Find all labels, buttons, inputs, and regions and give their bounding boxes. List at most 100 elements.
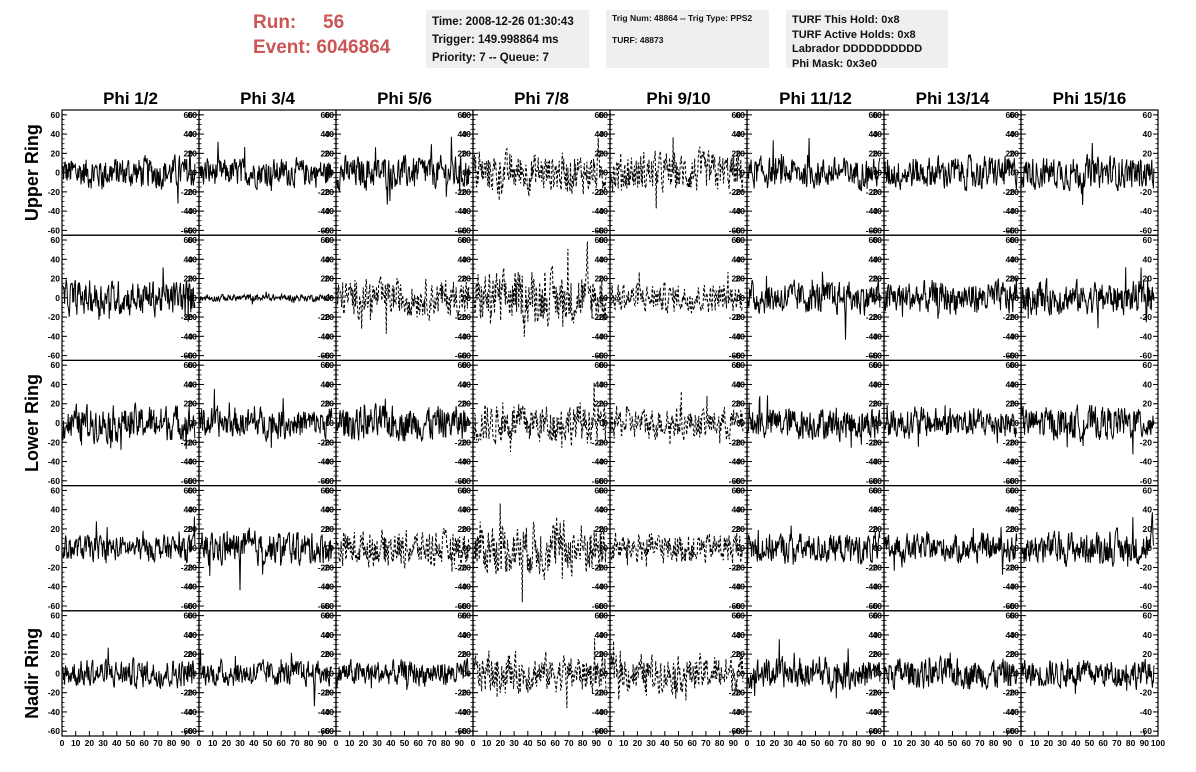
waveform-trace	[883, 277, 1018, 319]
y-tick-label: -60	[455, 726, 468, 736]
turf-this-hold-text: TURF This Hold: 0x8	[792, 14, 900, 26]
y-tick-label: -40	[322, 206, 335, 216]
y-tick-label: -20	[1003, 187, 1016, 197]
y-tick-label: -40	[455, 331, 468, 341]
y-tick-label: -40	[459, 331, 472, 341]
y-tick-label: -20	[1007, 562, 1020, 572]
y-tick-label: -60	[596, 476, 609, 486]
y-tick-label: 40	[1010, 379, 1020, 389]
row-title-3: Lower Ring	[22, 374, 42, 472]
y-tick-label: 60	[736, 611, 746, 621]
y-tick-label: 40	[325, 129, 335, 139]
y-tick-label: 40	[732, 129, 742, 139]
x-tick-label: 40	[523, 738, 533, 748]
y-tick-label: 20	[188, 274, 198, 284]
y-tick-label: -60	[318, 726, 331, 736]
turf-text: TURF: 48873	[612, 35, 664, 45]
y-tick-label: -60	[1003, 225, 1016, 235]
y-tick-label: 20	[736, 148, 746, 158]
waveform-trace	[746, 395, 881, 448]
y-tick-label: -20	[1140, 688, 1153, 698]
y-tick-label: 20	[321, 399, 331, 409]
y-tick-label: -40	[181, 582, 194, 592]
y-tick-label: -40	[870, 582, 883, 592]
x-tick-label: 60	[824, 738, 834, 748]
x-tick-label: 50	[674, 738, 684, 748]
y-tick-label: 0	[1010, 543, 1015, 553]
y-tick-label: -40	[870, 206, 883, 216]
y-tick-label: -40	[729, 331, 742, 341]
waveform-trace	[1020, 512, 1155, 568]
y-tick-label: 40	[1006, 129, 1016, 139]
run-label: Run:	[253, 12, 297, 33]
y-tick-label: 0	[329, 543, 334, 553]
y-tick-label: -20	[1007, 312, 1020, 322]
y-tick-label: 0	[466, 543, 471, 553]
waveform-trace	[1020, 267, 1155, 329]
y-tick-label: 0	[736, 668, 741, 678]
y-tick-label: -40	[866, 582, 879, 592]
y-tick-label: -20	[870, 437, 883, 447]
y-tick-label: -20	[48, 312, 61, 322]
y-tick-label: -60	[181, 726, 194, 736]
y-tick-label: -40	[322, 582, 335, 592]
waveform-trace	[472, 241, 607, 337]
y-tick-label: -20	[48, 688, 61, 698]
waveform-trace	[472, 382, 607, 453]
waveform-trace	[198, 388, 333, 448]
y-tick-label: -40	[596, 707, 609, 717]
y-tick-label: -40	[866, 707, 879, 717]
waveform-trace	[198, 291, 333, 305]
waveform-trace	[335, 658, 470, 690]
y-tick-label: 0	[1010, 418, 1015, 428]
y-tick-label: 60	[184, 360, 194, 370]
y-tick-label: 20	[1010, 148, 1020, 158]
y-tick-label: -40	[181, 457, 194, 467]
y-tick-label: 60	[462, 110, 472, 120]
y-tick-label: -20	[48, 187, 61, 197]
y-tick-label: -40	[185, 457, 198, 467]
y-tick-label: 40	[321, 379, 331, 389]
y-tick-label: -20	[459, 437, 472, 447]
y-tick-label: -60	[185, 476, 198, 486]
y-tick-label: 20	[599, 649, 609, 659]
y-tick-label: -20	[866, 437, 879, 447]
x-tick-label: 80	[989, 738, 999, 748]
y-tick-label: -40	[459, 457, 472, 467]
x-tick-label: 0	[608, 738, 613, 748]
y-tick-label: -40	[596, 331, 609, 341]
y-tick-label: 40	[51, 505, 61, 515]
y-tick-label: -40	[1007, 331, 1020, 341]
waveform-trace	[1020, 395, 1155, 455]
y-tick-label: 40	[732, 505, 742, 515]
y-tick-label: 40	[184, 505, 194, 515]
turf-active-holds-text: TURF Active Holds: 0x8	[792, 28, 916, 41]
y-tick-label: 60	[732, 360, 742, 370]
x-tick-label: 90	[455, 738, 465, 748]
y-tick-label: 40	[732, 379, 742, 389]
y-tick-label: -20	[185, 312, 198, 322]
y-tick-label: 60	[732, 110, 742, 120]
y-tick-label: 60	[595, 235, 605, 245]
y-tick-label: -40	[733, 331, 746, 341]
y-tick-label: 0	[603, 668, 608, 678]
y-tick-label: -40	[48, 331, 61, 341]
y-tick-label: 0	[329, 418, 334, 428]
y-tick-label: 40	[869, 630, 879, 640]
y-tick-label: -40	[185, 331, 198, 341]
y-tick-label: -60	[592, 351, 605, 361]
y-tick-label: 40	[321, 505, 331, 515]
y-tick-label: 40	[595, 630, 605, 640]
y-tick-label: -60	[322, 225, 335, 235]
y-tick-label: 60	[869, 360, 879, 370]
x-tick-label: 30	[372, 738, 382, 748]
y-tick-label: 0	[877, 418, 882, 428]
y-tick-label: 0	[462, 293, 467, 303]
x-tick-label: 0	[197, 738, 202, 748]
y-tick-label: -60	[733, 476, 746, 486]
y-tick-label: 60	[736, 360, 746, 370]
